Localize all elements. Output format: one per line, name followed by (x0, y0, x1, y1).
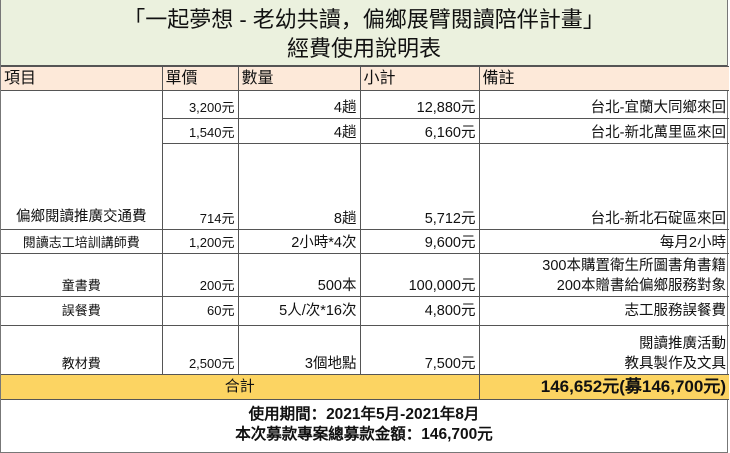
price-cell: 200元 (161, 253, 239, 297)
note-cell: 閱讀推廣活動教具製作及文具 (478, 325, 729, 375)
expense-table: 項目 單價 數量 小計 備註 偏鄉閱讀推廣交通費 3,200元 4趟 12,88… (1, 66, 729, 400)
qty-cell: 4趟 (237, 90, 361, 119)
qty-cell: 5人/次*16次 (237, 296, 361, 326)
note-cell: 台北-新北萬里區來回 (478, 118, 729, 144)
total-fundraising-amount: 本次募款專案總募款金額：146,700元 (235, 426, 493, 443)
qty-cell: 8趟 (237, 143, 361, 230)
item-cell: 誤餐費 (1, 296, 163, 326)
price-cell: 60元 (161, 296, 239, 326)
note-line: 200本贈書給偏鄉服務對象 (556, 278, 726, 294)
note-line: 志工服務誤餐費 (624, 303, 727, 319)
subtotal-cell: 9,600元 (359, 229, 480, 254)
note-line: 閱讀推廣活動 (639, 336, 726, 352)
header-qty: 數量 (237, 66, 361, 91)
note-line: 台北-新北石碇區來回 (590, 211, 726, 227)
note-cell: 台北-宜蘭大同鄉來回 (478, 90, 729, 119)
note-line: 300本購置衛生所圖書角書籍 (542, 258, 726, 274)
header-note: 備註 (478, 66, 729, 91)
qty-cell: 4趟 (237, 118, 361, 144)
footer: 使用期間：2021年5月-2021年8月 本次募款專案總募款金額：146,700… (1, 400, 727, 445)
note-cell: 每月2小時 (478, 229, 729, 254)
note-line: 每月2小時 (659, 235, 726, 251)
total-label: 合計 (1, 374, 480, 400)
qty-cell: 500本 (237, 253, 361, 297)
price-cell: 3,200元 (161, 90, 239, 119)
note-line: 台北-宜蘭大同鄉來回 (590, 100, 726, 116)
header-subtotal: 小計 (359, 66, 480, 91)
item-cell: 童書費 (1, 253, 163, 297)
usage-period: 使用期間：2021年5月-2021年8月 (248, 406, 480, 423)
table-row: 誤餐費 60元 5人/次*16次 4,800元 志工服務誤餐費 (1, 296, 729, 326)
table-row: 偏鄉閱讀推廣交通費 3,200元 4趟 12,880元 台北-宜蘭大同鄉來回 (1, 90, 729, 230)
note-cell: 300本購置衛生所圖書角書籍 200本贈書給偏鄉服務對象 (478, 253, 729, 297)
table-row: 童書費 200元 500本 100,000元 300本購置衛生所圖書角書籍 200… (1, 253, 729, 297)
qty-cell: 2小時*4次 (237, 229, 361, 254)
sheet-title: 「一起夢想 - 老幼共讀，偏鄉展臂閱讀陪伴計畫」 經費使用說明表 (1, 0, 727, 66)
note-line: 教具製作及文具 (624, 356, 727, 372)
table-row: 714元 8趟 5,712元 台北-新北石碇區來回 (1, 143, 729, 230)
price-cell: 1,200元 (161, 229, 239, 254)
item-cell: 教材費 (1, 325, 163, 375)
subtotal-cell: 12,880元 (359, 90, 480, 119)
subtotal-cell: 100,000元 (359, 253, 480, 297)
note-cell: 志工服務誤餐費 (478, 296, 729, 326)
note-cell: 台北-新北石碇區來回 (478, 143, 729, 230)
price-cell: 1,540元 (162, 118, 239, 144)
table-row: 閱讀志工培訓講師費 1,200元 2小時*4次 9,600元 每月2小時 (1, 229, 729, 254)
subtotal-cell: 5,712元 (359, 143, 480, 230)
title-line-1: 「一起夢想 - 老幼共讀，偏鄉展臂閱讀陪伴計畫」 (123, 7, 605, 32)
header-price: 單價 (161, 66, 239, 91)
header-item: 項目 (1, 66, 163, 91)
subtotal-cell: 7,500元 (359, 325, 480, 375)
item-cell: 偏鄉閱讀推廣交通費 (1, 90, 163, 230)
subtotal-cell: 4,800元 (359, 296, 480, 326)
subtotal-cell: 6,160元 (359, 118, 480, 144)
price-cell: 714元 (162, 143, 239, 230)
price-cell: 2,500元 (161, 325, 239, 375)
total-value: 146,652元(募146,700元) (478, 374, 729, 400)
table-row: 教材費 2,500元 3個地點 7,500元 閱讀推廣活動教具製作及文具 (1, 325, 729, 375)
qty-cell: 3個地點 (237, 325, 361, 375)
header-row: 項目 單價 數量 小計 備註 (1, 66, 729, 91)
title-line-2: 經費使用說明表 (286, 36, 441, 61)
total-row: 合計 146,652元(募146,700元) (1, 374, 729, 400)
item-cell: 閱讀志工培訓講師費 (1, 229, 163, 254)
note-line: 台北-新北萬里區來回 (590, 125, 726, 141)
